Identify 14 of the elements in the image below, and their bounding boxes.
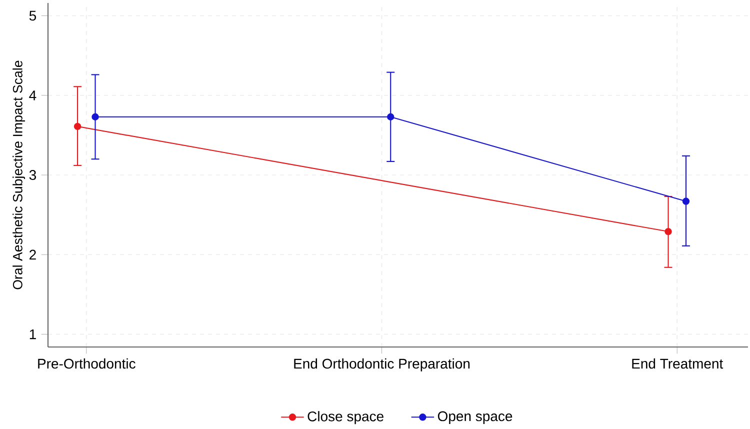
- y-axis-title: Oral Aesthetic Subjective Impact Scale: [12, 60, 26, 290]
- y-tick-label: 2: [30, 250, 36, 260]
- x-tick-label: End Treatment: [632, 358, 724, 369]
- x-tick-label: End Orthodontic Preparation: [294, 358, 470, 372]
- x-tick-label: Pre-Orthodontic: [38, 358, 136, 369]
- point: [387, 113, 394, 120]
- point: [682, 198, 690, 205]
- legend-label: Open space: [438, 411, 512, 424]
- y-tick-label: 4: [29, 90, 36, 100]
- point: [92, 113, 99, 120]
- y-tick-label: 3: [29, 170, 36, 180]
- y-tick-label: 5: [29, 10, 36, 21]
- y-tick-label: 1: [30, 329, 36, 340]
- legend-label: Close space: [308, 411, 384, 424]
